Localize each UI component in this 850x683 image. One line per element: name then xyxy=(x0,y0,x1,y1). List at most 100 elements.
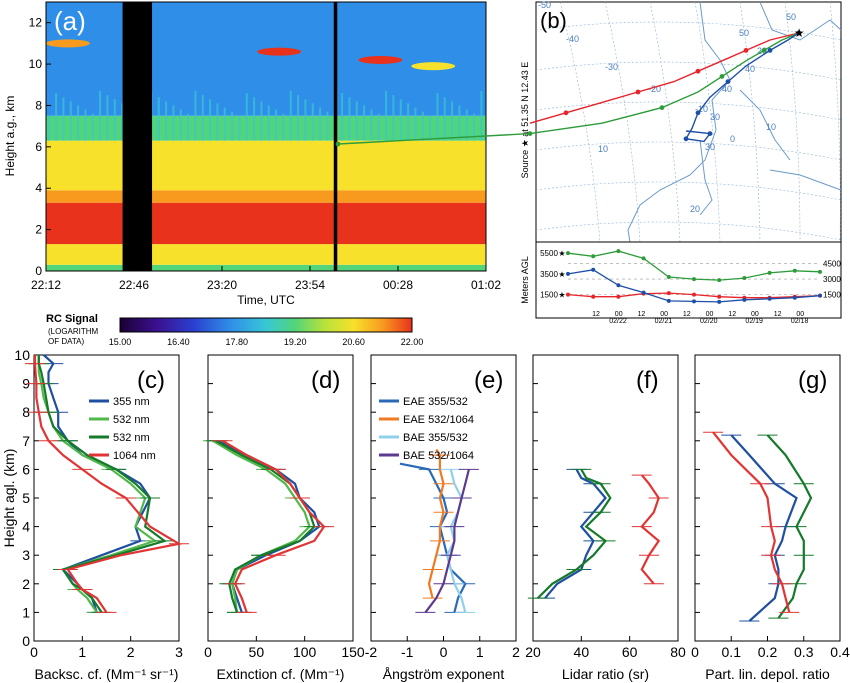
trajectory-marker xyxy=(683,136,689,142)
panel-label: (f) xyxy=(636,367,659,394)
ytick-label: 6 xyxy=(22,461,30,477)
map-grid-meridian xyxy=(784,1,801,243)
series-line-2 xyxy=(712,431,791,613)
hp-marker xyxy=(616,283,621,288)
hp-marker xyxy=(792,268,797,273)
panel-c: 0 1 2 3 4 5 6 7 8 9 10 0 1 2 3 Backsc. cf. (Mm⁻¹ sr⁻¹) H… xyxy=(1,347,189,682)
heat-streak xyxy=(99,90,102,141)
xtick-label: 2 xyxy=(127,644,135,660)
heat-streak xyxy=(77,105,80,141)
hp-marker xyxy=(616,294,621,299)
heat-layer-1 xyxy=(46,244,486,265)
hp-marker xyxy=(792,295,797,300)
hp-marker xyxy=(818,269,822,274)
hp-ytick-right: 3000 xyxy=(823,275,841,284)
a-ylabel: Height a.g., km xyxy=(3,96,17,177)
panel-label-b: (b) xyxy=(540,8,567,33)
legend-label: 532 nm xyxy=(113,414,150,426)
xtick-label: -2 xyxy=(365,644,378,660)
xlabel: Lidar ratio (sr) xyxy=(562,666,649,682)
panel-label: (g) xyxy=(798,367,827,394)
map-grid-label: 0 xyxy=(730,134,735,144)
series-line-1 xyxy=(537,468,612,599)
hp-star: ★ xyxy=(558,249,565,258)
xlabel: Backsc. cf. (Mm⁻¹ sr⁻¹) xyxy=(35,666,179,682)
hp-xtick: 12 xyxy=(728,311,736,318)
heat-streak xyxy=(304,99,307,141)
map-grid-label: 30 xyxy=(705,142,715,152)
trajectory-marker xyxy=(796,30,802,36)
hp-marker xyxy=(818,293,822,298)
heat-streak xyxy=(348,97,351,141)
hp-marker xyxy=(566,292,570,297)
trajectory-marker xyxy=(695,68,701,74)
heat-streak xyxy=(84,109,87,141)
colorbar-title: (LOGARITHM xyxy=(48,327,99,336)
trajectory-marker xyxy=(767,48,773,53)
heat-streak xyxy=(480,90,483,141)
xtick-label: 0 xyxy=(440,644,448,660)
hp-marker xyxy=(666,298,671,303)
hp-marker xyxy=(692,277,696,282)
xtick-label: 0.1 xyxy=(722,644,742,660)
hp-date: 02/21 xyxy=(655,318,673,325)
a-xtick-label: 01:02 xyxy=(471,278,501,292)
map-grid-parallel xyxy=(535,141,842,161)
heat-streak xyxy=(392,95,395,141)
heat-cloud-1 xyxy=(257,47,302,56)
heatmap-a xyxy=(46,2,486,271)
trajectory-1 xyxy=(337,32,800,145)
map-coastline xyxy=(627,1,842,243)
map-grid-label: 40 xyxy=(722,84,732,94)
heat-cloud-0 xyxy=(46,39,90,48)
hp-marker xyxy=(767,270,772,275)
heat-streak xyxy=(194,90,197,141)
hp-marker xyxy=(692,292,696,297)
map-grid-meridian xyxy=(694,1,721,243)
hp-marker xyxy=(616,249,621,254)
heat-streak xyxy=(443,97,446,141)
heat-streak xyxy=(55,93,58,141)
xtick-label: 0.3 xyxy=(794,644,814,660)
hp-date: 02/19 xyxy=(745,318,763,325)
a-ytick-label: 12 xyxy=(29,16,43,30)
map-grid-label: -40 xyxy=(566,34,579,44)
trajectory-marker xyxy=(761,48,767,53)
heat-streak xyxy=(319,107,322,141)
colorbar-tick: 19.20 xyxy=(284,337,307,347)
xtick-label: 60 xyxy=(622,644,638,660)
ytick-label: 10 xyxy=(14,347,30,363)
map-grid-label: 10 xyxy=(766,122,776,132)
hp-marker xyxy=(641,290,646,295)
colorbar-bar xyxy=(119,317,413,333)
map-grid-parallel xyxy=(535,181,842,201)
xtick-label: 0 xyxy=(30,644,38,660)
hp-date: 02/22 xyxy=(609,318,627,325)
heat-streak xyxy=(282,113,285,141)
ytick-label: 8 xyxy=(22,404,30,420)
trajectory-2 xyxy=(684,32,800,143)
heightpanel-frame xyxy=(535,241,842,319)
series-line-2 xyxy=(37,355,167,614)
a-ytick-label: 0 xyxy=(35,264,42,278)
heat-streak xyxy=(172,105,175,141)
xtick-label: 0.4 xyxy=(830,644,850,660)
hp-marker xyxy=(566,271,570,276)
trajectory-0 xyxy=(529,32,799,124)
a-xtick-label: 22:12 xyxy=(31,278,61,292)
map-grid-label: -20 xyxy=(648,84,661,94)
heat-streak xyxy=(414,107,417,141)
hp-ytick-left: 5500 xyxy=(540,249,558,258)
legend-label: EAE 355/532 xyxy=(403,396,468,408)
heat-streak xyxy=(223,107,226,141)
heat-streak xyxy=(267,105,270,141)
trajectory-marker xyxy=(527,131,533,137)
axis-a-ticks: 22:12 22:46 23:20 23:54 00:28 01:02 0 2 4 6 8 10 12 xyxy=(29,16,502,292)
colorbar-tick: 16.40 xyxy=(167,337,190,347)
panel-label: (c) xyxy=(137,367,165,394)
legend-label: 355 nm xyxy=(113,396,150,408)
heat-streak xyxy=(377,113,380,141)
hp-star: ★ xyxy=(558,291,565,300)
heat-streak xyxy=(465,109,468,141)
